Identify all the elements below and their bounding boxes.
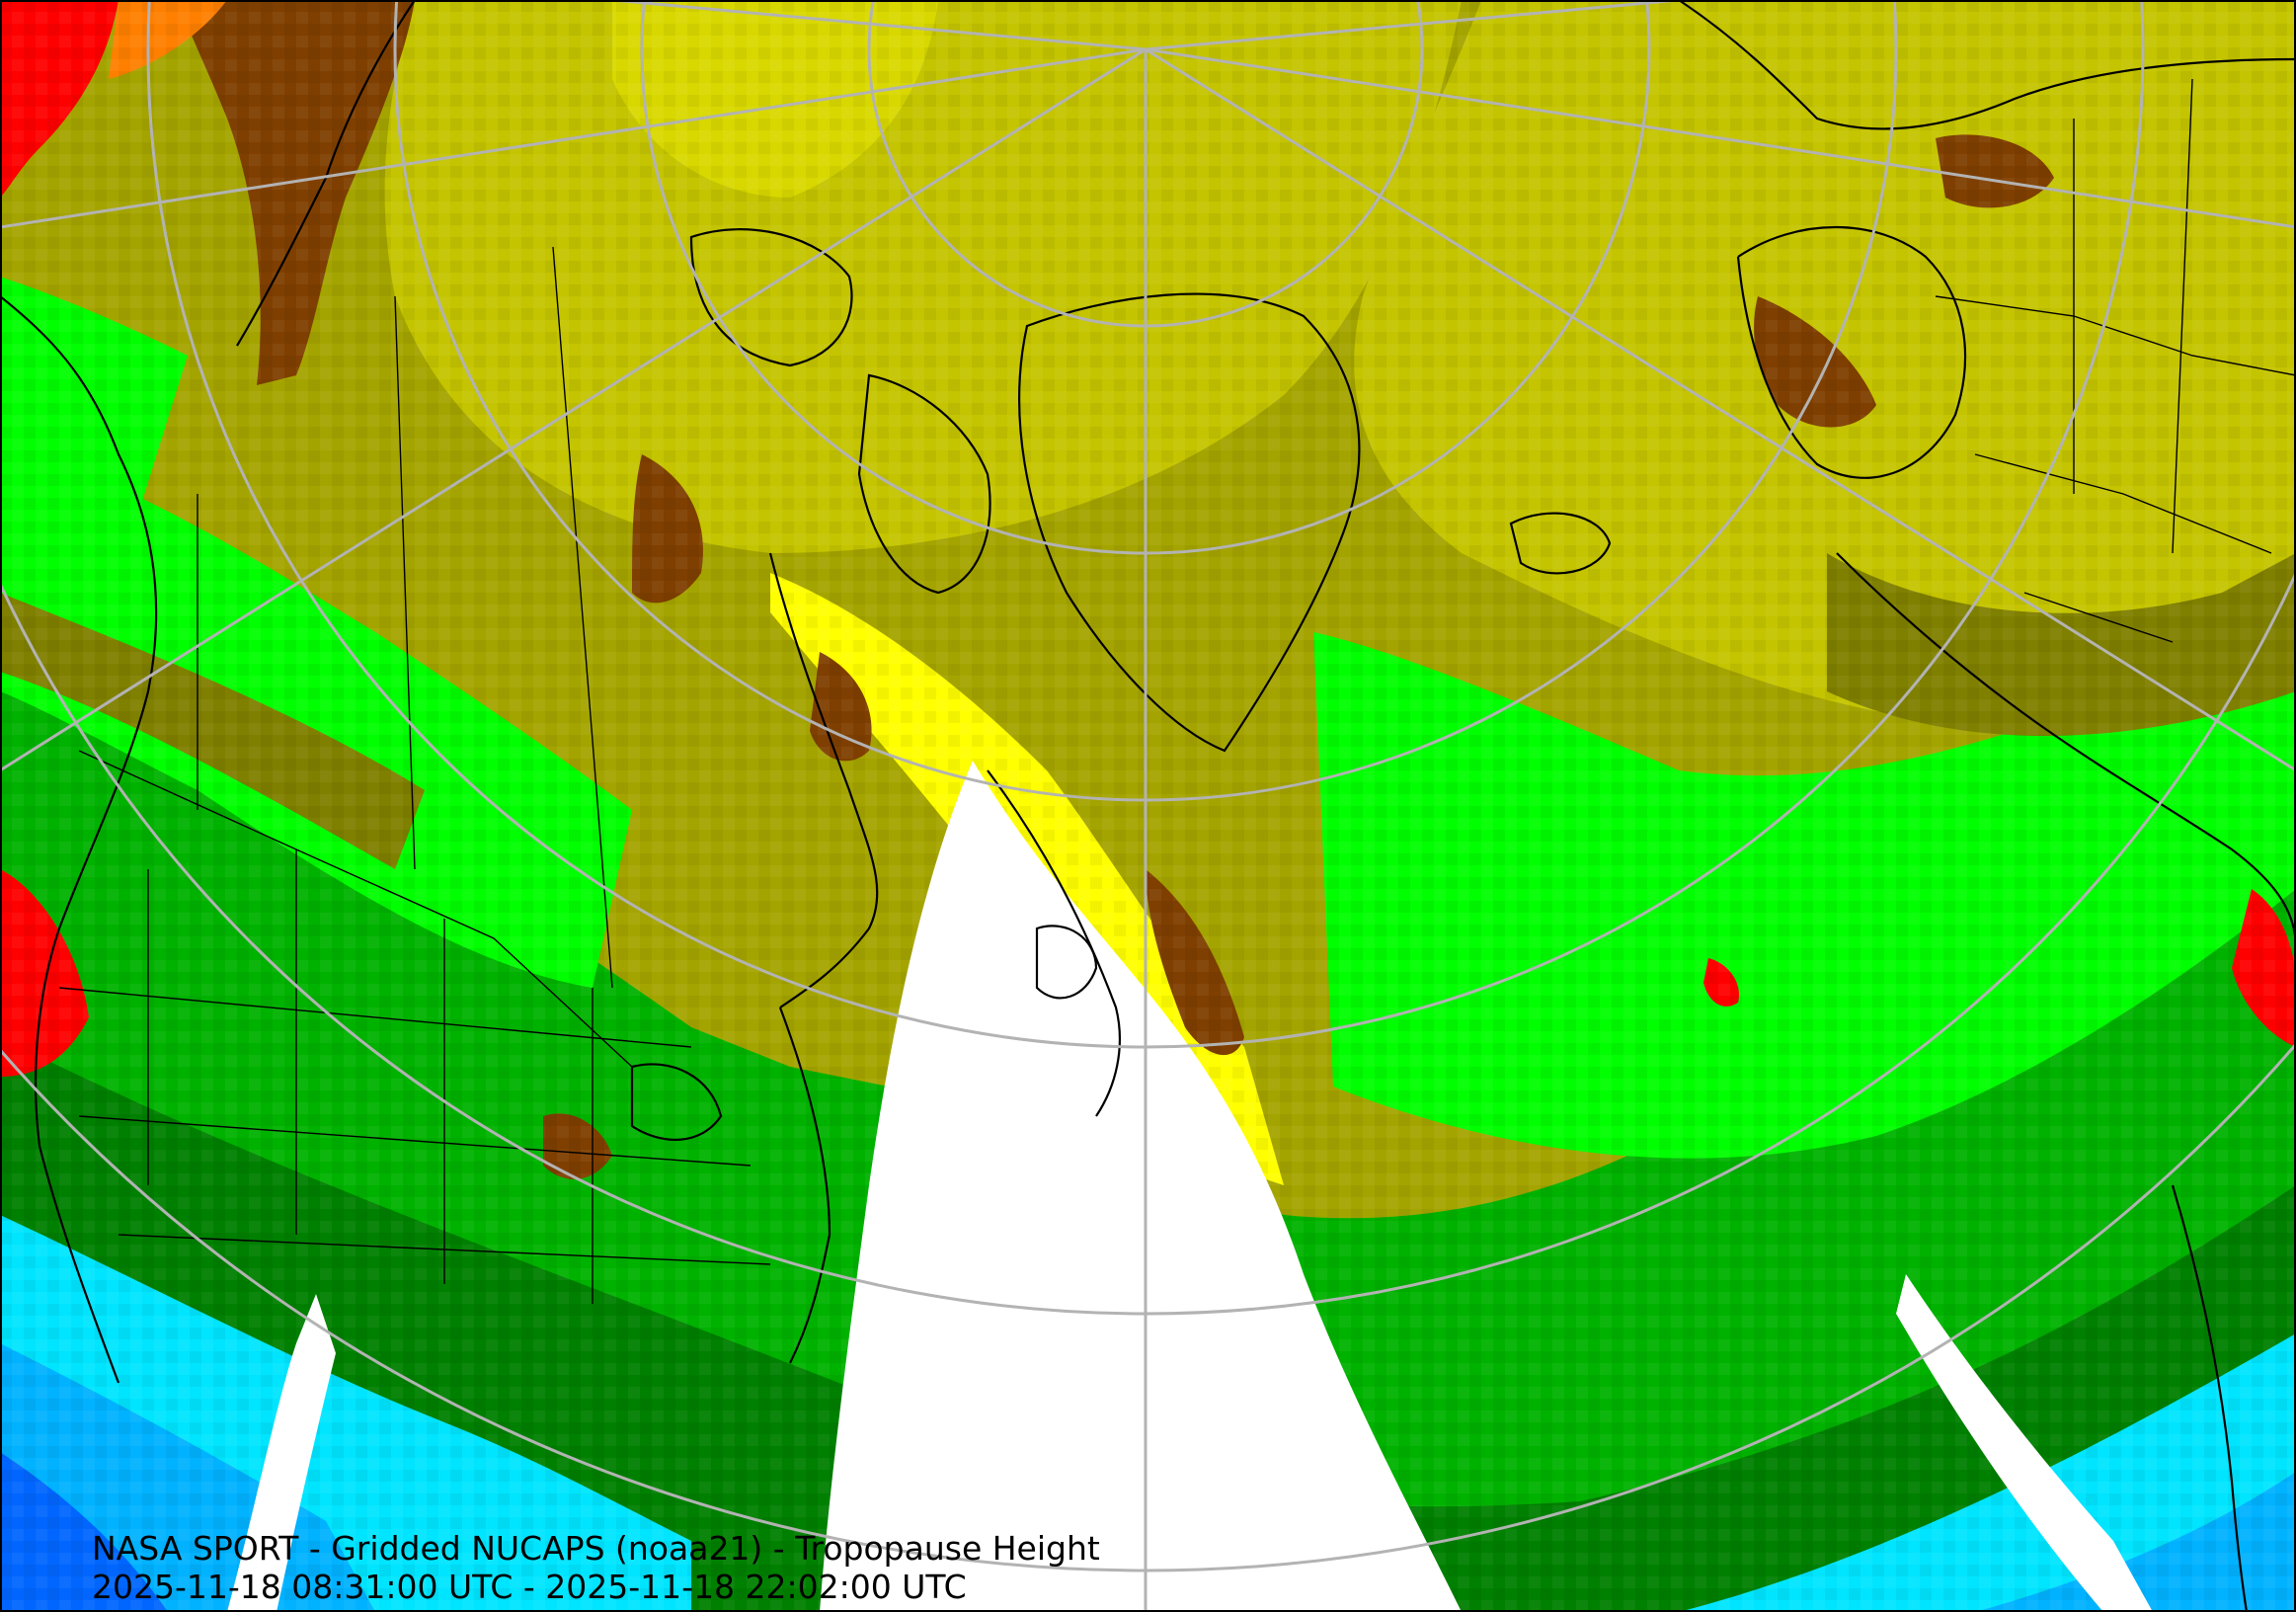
border-canada-us xyxy=(78,750,633,1068)
political-borders xyxy=(58,78,2296,1304)
coast-labrador xyxy=(987,769,1122,1117)
border-europe-1 xyxy=(1935,295,2296,376)
coast-us-east xyxy=(778,1007,831,1364)
coast-greatlakes xyxy=(630,1063,723,1142)
map-time-range: 2025-11-18 08:31:00 UTC - 2025-11-18 22:… xyxy=(92,1568,967,1606)
coast-scandinavia xyxy=(1736,226,1967,479)
nodata-swath-east xyxy=(1896,1274,2153,1612)
coast-greenland xyxy=(1018,292,1361,753)
meridian-east-1 xyxy=(1145,47,2296,772)
meridian-west-3 xyxy=(611,0,1147,51)
coast-northamerica-west xyxy=(0,295,158,1384)
border-europe-3 xyxy=(2073,78,2193,554)
nodata-swath-gulf xyxy=(227,1294,336,1612)
coast-europe xyxy=(1836,552,2296,949)
coast-siberia xyxy=(1678,0,2296,130)
border-us-states-1 xyxy=(147,849,594,1304)
coast-baffin xyxy=(857,373,991,595)
coast-newfoundland xyxy=(1035,925,1098,1000)
coast-hudson-bay xyxy=(768,552,879,1008)
coast-iceland xyxy=(1509,512,1612,575)
border-us-states-2 xyxy=(58,987,771,1265)
map-title: NASA SPORT - Gridded NUCAPS (noaa21) - T… xyxy=(92,1529,1100,1568)
meridian-west-1 xyxy=(0,47,1147,772)
meridian-west-2 xyxy=(0,47,1147,229)
nodata-swath-atlantic xyxy=(820,761,1462,1612)
meridian-east-3 xyxy=(1145,0,1680,51)
coast-africa xyxy=(2171,1184,2249,1612)
border-canada-provinces xyxy=(197,246,613,989)
border-europe-2 xyxy=(1974,453,2272,643)
meridian-east-2 xyxy=(1145,47,2296,229)
